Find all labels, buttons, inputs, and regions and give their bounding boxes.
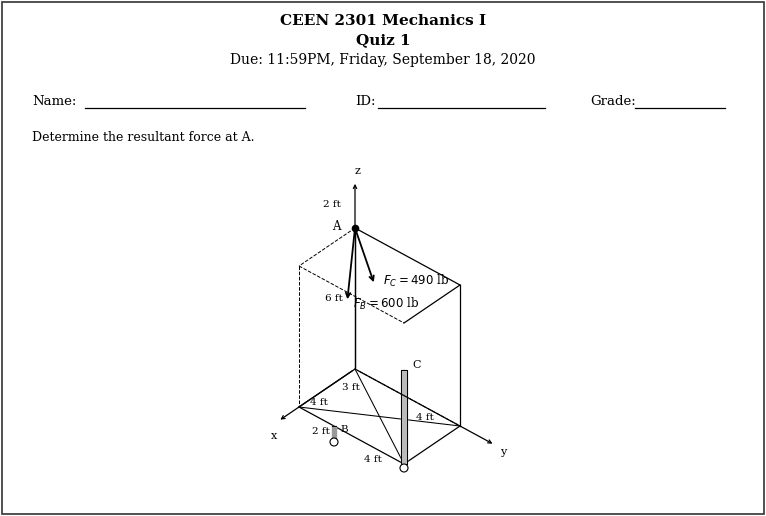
Text: x: x xyxy=(271,431,277,441)
Bar xyxy=(332,426,336,438)
Text: 4 ft: 4 ft xyxy=(364,455,382,464)
Text: 6 ft: 6 ft xyxy=(325,294,343,303)
Text: Quiz 1: Quiz 1 xyxy=(355,33,411,47)
Text: y: y xyxy=(500,447,506,457)
Text: $F_C = 490$ lb: $F_C = 490$ lb xyxy=(383,273,449,289)
Circle shape xyxy=(400,464,408,472)
Text: $F_B = 600$ lb: $F_B = 600$ lb xyxy=(353,296,419,312)
Text: 2 ft: 2 ft xyxy=(323,200,341,209)
Text: 3 ft: 3 ft xyxy=(342,383,360,392)
Text: Name:: Name: xyxy=(32,95,77,108)
Text: B: B xyxy=(340,425,348,434)
Text: Determine the resultant force at A.: Determine the resultant force at A. xyxy=(32,131,254,144)
Text: 4 ft: 4 ft xyxy=(310,398,328,407)
Text: Grade:: Grade: xyxy=(590,95,636,108)
Bar xyxy=(401,370,407,464)
Text: Due: 11:59PM, Friday, September 18, 2020: Due: 11:59PM, Friday, September 18, 2020 xyxy=(231,53,535,67)
Text: A: A xyxy=(332,219,341,233)
Text: z: z xyxy=(355,166,361,176)
Text: C: C xyxy=(412,360,421,370)
Text: 2 ft: 2 ft xyxy=(312,427,329,436)
Text: ID:: ID: xyxy=(355,95,375,108)
Text: 4 ft: 4 ft xyxy=(416,412,434,422)
Text: CEEN 2301 Mechanics I: CEEN 2301 Mechanics I xyxy=(280,14,486,28)
Circle shape xyxy=(330,438,338,446)
